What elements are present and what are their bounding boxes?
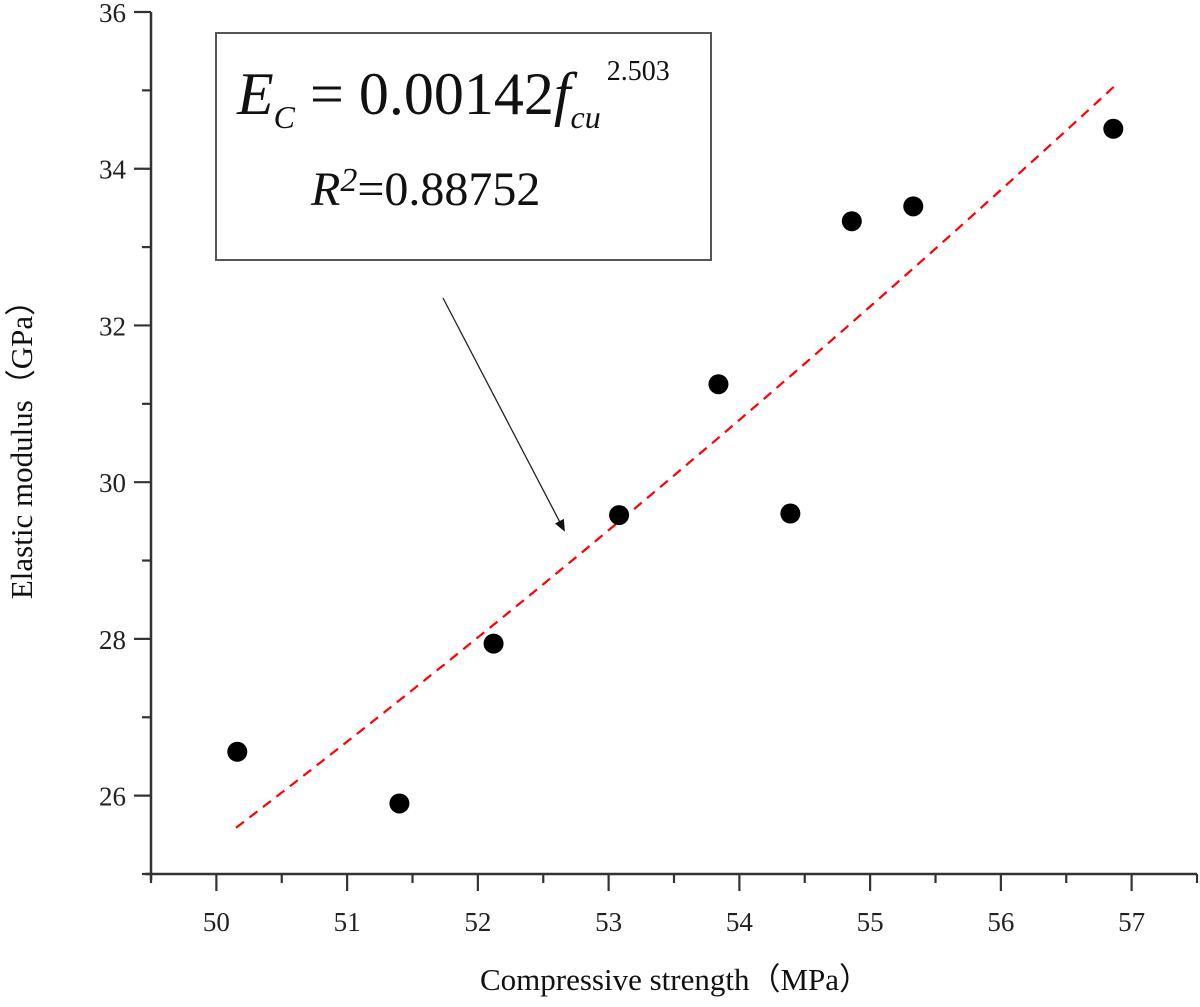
data-point	[227, 741, 248, 762]
x-tick-label: 57	[1118, 907, 1145, 937]
x-tick-labels: 50 51 52 53 54 55 56 57	[203, 907, 1145, 937]
equation-box: EC = 0.00142fcu2.503 R2=0.88752	[215, 32, 712, 261]
y-tick-label: 34	[99, 155, 127, 185]
x-axis-title: Compressive strength（MPa）	[480, 962, 870, 997]
points-group	[227, 118, 1124, 814]
x-tick-label: 54	[726, 907, 754, 937]
eq-lhs: E	[237, 61, 274, 127]
fit-line	[235, 83, 1117, 829]
fit-line-group	[235, 83, 1117, 829]
x-tick-label: 53	[595, 907, 622, 937]
r-label: R	[311, 163, 341, 216]
y-tick-label: 30	[99, 468, 126, 498]
y-tick-label: 32	[99, 311, 126, 341]
data-point	[780, 503, 801, 524]
data-point	[609, 505, 630, 526]
annotation-arrow	[442, 297, 565, 532]
eq-coef: 0.00142	[358, 61, 554, 127]
data-point	[1103, 118, 1124, 139]
eq-exp: 2.503	[606, 56, 670, 87]
y-tick-label: 28	[99, 625, 126, 655]
r-squared: R2=0.88752	[311, 162, 540, 217]
y-tick-labels: 26 28 30 32 34 36	[99, 0, 127, 812]
eq-var: f	[553, 61, 571, 127]
data-point	[389, 793, 410, 814]
x-tick-label: 51	[334, 907, 361, 937]
r-value: =0.88752	[357, 163, 541, 216]
x-tick-label: 56	[987, 907, 1014, 937]
y-axis-title: Elastic modulus（GPa）	[4, 285, 39, 599]
data-point	[708, 374, 729, 395]
x-tick-label: 50	[203, 907, 230, 937]
x-tick-label: 52	[464, 907, 491, 937]
fit-equation: EC = 0.00142fcu2.503	[237, 56, 670, 136]
axes	[134, 10, 1199, 891]
data-point	[483, 633, 504, 654]
data-point	[841, 211, 862, 232]
eq-lhs-sub: C	[273, 99, 295, 135]
eq-var-sub: cu	[570, 99, 601, 135]
eq-equals: =	[310, 61, 344, 127]
r-sup: 2	[340, 162, 358, 199]
data-point	[903, 196, 924, 217]
y-tick-label: 26	[99, 782, 126, 812]
x-tick-label: 55	[857, 907, 884, 937]
y-tick-label: 36	[99, 0, 126, 28]
